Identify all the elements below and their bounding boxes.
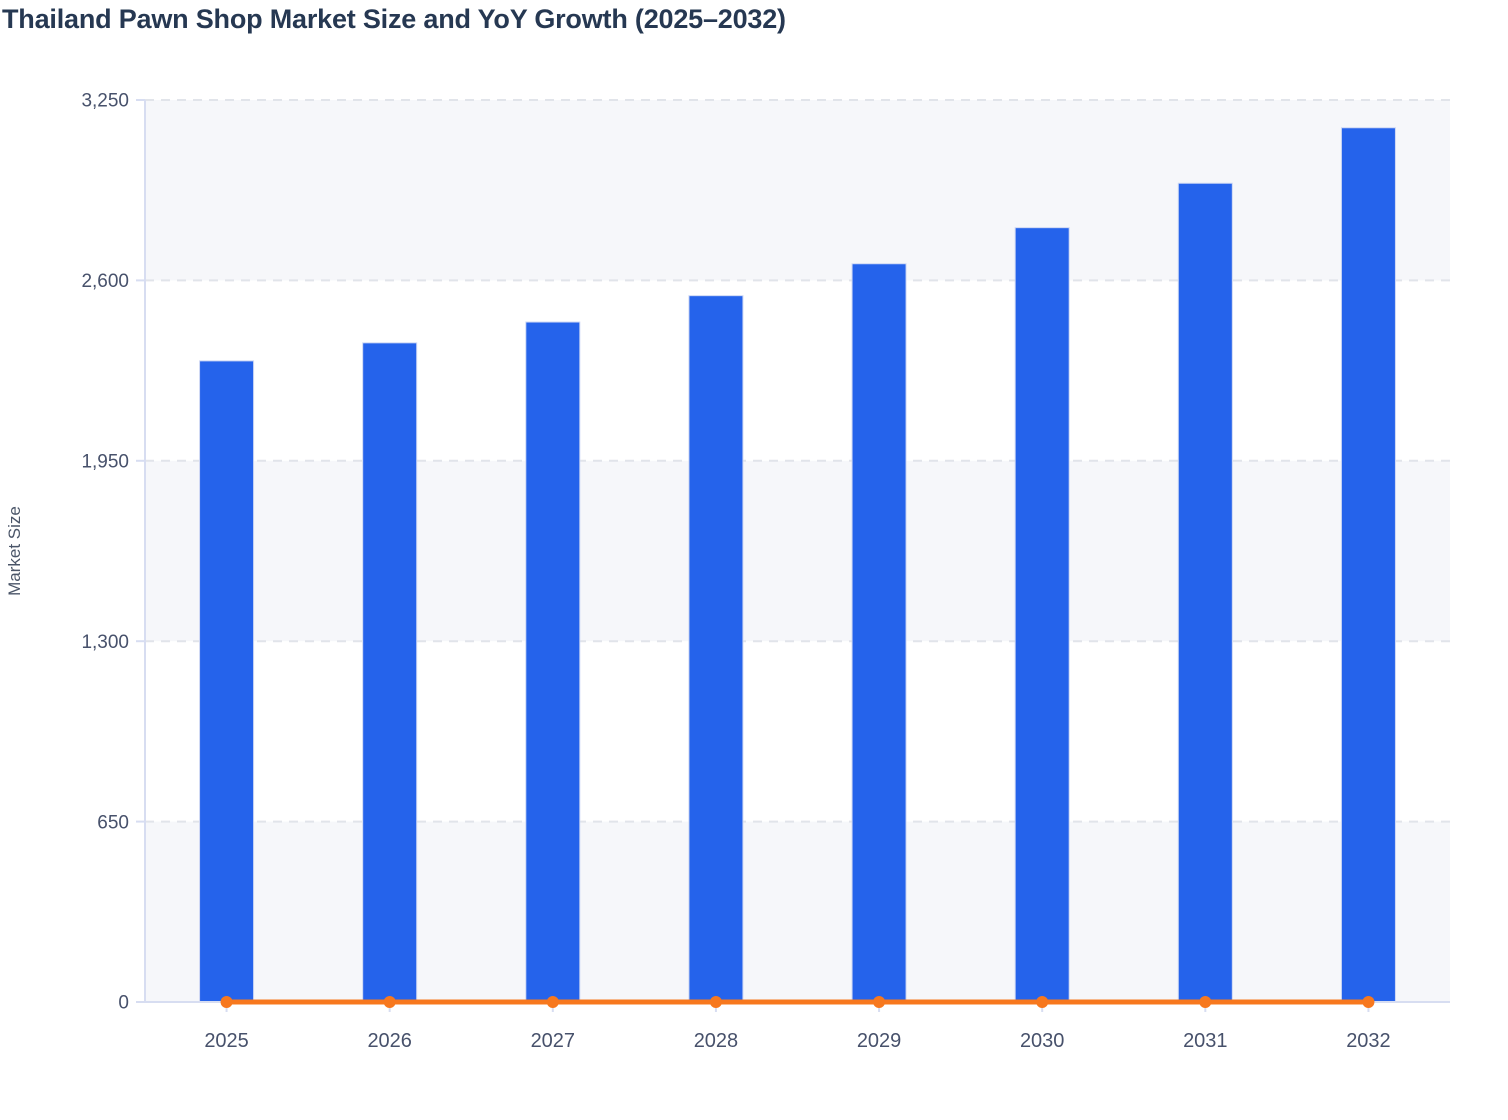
yoy-marker-2027[interactable] — [546, 996, 559, 1008]
plot-band — [145, 460, 1450, 642]
yoy-marker-2029[interactable] — [873, 996, 886, 1008]
bar-2028[interactable] — [688, 295, 744, 1003]
y-tick-label: 1,950 — [81, 451, 129, 472]
yoy-marker-2025[interactable] — [220, 996, 233, 1008]
x-tick-label: 2029 — [857, 1030, 902, 1052]
yoy-marker-2030[interactable] — [1036, 996, 1049, 1008]
x-tick-label: 2032 — [1346, 1030, 1391, 1052]
x-tick-label: 2026 — [367, 1030, 412, 1052]
bar-2030[interactable] — [1014, 227, 1070, 1003]
chart-title: Thailand Pawn Shop Market Size and YoY G… — [2, 4, 786, 34]
bar-2029[interactable] — [851, 263, 907, 1003]
y-tick-label: 2,600 — [81, 271, 129, 292]
x-tick-label: 2027 — [531, 1030, 576, 1052]
yoy-marker-2032[interactable] — [1362, 996, 1375, 1008]
plot-band — [145, 100, 1450, 281]
yoy-marker-2026[interactable] — [383, 996, 396, 1008]
yoy-marker-2031[interactable] — [1199, 996, 1212, 1008]
x-tick-label: 2031 — [1183, 1030, 1228, 1052]
yoy-marker-2028[interactable] — [709, 996, 722, 1008]
bar-2026[interactable] — [362, 342, 418, 1003]
x-tick-label: 2025 — [204, 1030, 249, 1052]
y-tick-label: 1,300 — [81, 632, 129, 653]
y-tick-label: 650 — [97, 812, 129, 833]
y-axis-title: Market Size — [5, 506, 24, 596]
x-tick-label: 2028 — [694, 1030, 739, 1052]
x-tick-label: 2030 — [1020, 1030, 1065, 1052]
bar-2031[interactable] — [1177, 182, 1233, 1003]
bar-2025[interactable] — [199, 360, 255, 1003]
y-tick-label: 0 — [118, 993, 129, 1014]
bar-2032[interactable] — [1340, 127, 1396, 1003]
y-tick-label: 3,250 — [81, 91, 129, 112]
bar-2027[interactable] — [525, 321, 581, 1003]
plot-band — [145, 821, 1450, 1002]
